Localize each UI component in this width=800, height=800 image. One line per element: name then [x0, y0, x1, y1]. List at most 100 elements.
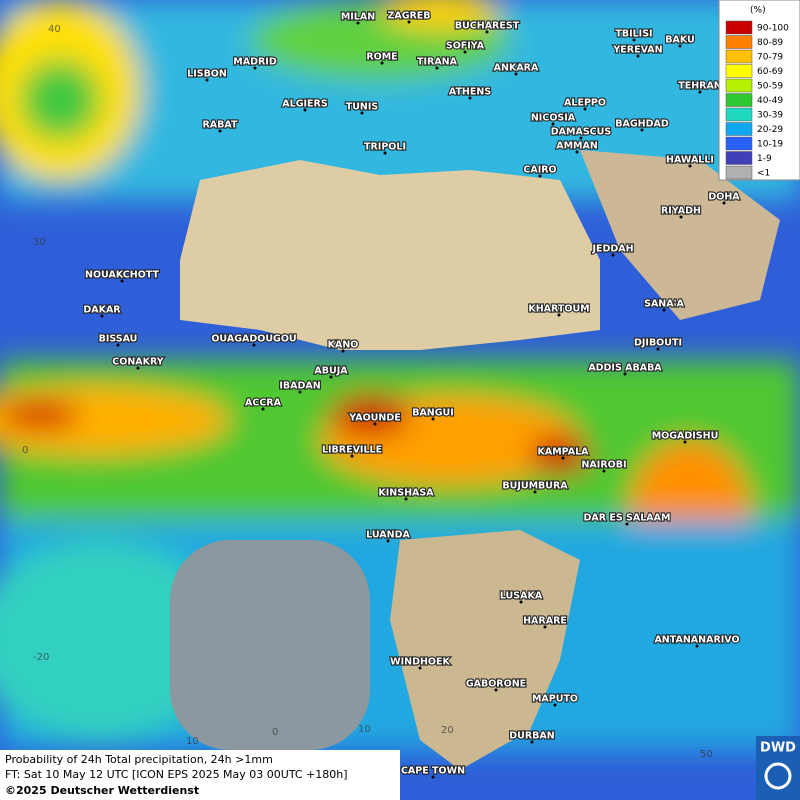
city-label: ABUJA — [314, 366, 348, 377]
city-dot — [698, 90, 702, 94]
city-label: LUANDA — [366, 530, 410, 541]
city-label: WINDHOEK — [390, 657, 450, 668]
city-label: ROME — [366, 52, 397, 63]
city-dot — [329, 375, 333, 379]
city-dot — [678, 44, 682, 48]
city-label: BAGHDAD — [615, 119, 669, 130]
legend-label: 50-59 — [757, 82, 783, 92]
city-dot — [303, 108, 307, 112]
city-label: ZAGREB — [387, 11, 430, 22]
city-dot — [695, 644, 699, 648]
legend-label: 60-69 — [757, 67, 783, 77]
city-label: ACCRA — [245, 398, 282, 409]
city-label: MAPUTO — [532, 694, 578, 705]
city-dot — [468, 96, 472, 100]
city-dot — [380, 61, 384, 65]
grid-label: 10 — [358, 724, 371, 735]
city-label: KINSHASA — [378, 488, 434, 499]
legend-swatch — [725, 64, 753, 78]
city-label: DJIBOUTI — [634, 338, 682, 349]
city-label: GABORONE — [466, 679, 526, 690]
city-label: CAIRO — [523, 165, 556, 176]
city-dot — [252, 343, 256, 347]
city-dot — [533, 490, 537, 494]
city-label: NICOSIA — [531, 113, 576, 124]
legend-label: 1-9 — [757, 154, 772, 164]
city-dot — [463, 50, 467, 54]
city-label: ANKARA — [494, 63, 539, 74]
city-label: BUJUMBURA — [502, 481, 568, 492]
city-dot — [418, 666, 422, 670]
legend-swatch — [725, 49, 753, 64]
city-label: DAKAR — [83, 305, 121, 316]
legend-swatch — [725, 78, 753, 93]
logo: DWD — [760, 741, 796, 756]
city-dot — [485, 30, 489, 34]
city-dot — [383, 151, 387, 155]
city-dot — [356, 21, 360, 25]
city-dot — [341, 349, 345, 353]
legend-label: 70-79 — [757, 53, 783, 63]
footer-line: ©2025 Deutscher Wetterdienst — [5, 784, 199, 797]
footer-box — [0, 750, 400, 800]
city-dot — [494, 688, 498, 692]
city-label: TEHRAN — [678, 81, 722, 92]
legend-swatch — [725, 136, 753, 151]
city-label: ATHENS — [449, 87, 491, 98]
city-dot — [575, 150, 579, 154]
city-dot — [136, 366, 140, 370]
city-dot — [722, 201, 726, 205]
city-label: TBILISI — [615, 29, 652, 40]
arabia — [580, 150, 780, 320]
city-label: ALEPPO — [564, 98, 606, 109]
city-label: BAKU — [665, 35, 695, 46]
legend-swatch — [725, 20, 753, 35]
grid-label: 40 — [48, 24, 61, 35]
city-label: MILAN — [341, 12, 375, 23]
city-dot — [514, 72, 518, 76]
footer-line: Probability of 24h Total precipitation, … — [5, 753, 273, 766]
legend-label: 80-89 — [757, 38, 783, 48]
city-label: LISBON — [187, 69, 227, 80]
legend-swatch — [725, 35, 753, 49]
city-label: YAOUNDE — [348, 413, 400, 424]
city-label: RABAT — [202, 120, 238, 131]
city-dot — [662, 308, 666, 312]
city-dot — [435, 66, 439, 70]
sahara — [180, 160, 600, 350]
city-dot — [404, 497, 408, 501]
city-dot — [679, 215, 683, 219]
city-label: BUCHAREST — [455, 21, 520, 32]
city-dot — [218, 129, 222, 133]
legend-label: 90-100 — [757, 24, 789, 34]
grid-label: 30 — [33, 237, 46, 248]
city-label: DAR ES SALAAM — [584, 513, 671, 524]
city-label: IBADAN — [279, 381, 320, 392]
city-label: MOGADISHU — [652, 431, 719, 442]
city-dot — [625, 522, 629, 526]
city-label: LUSAKA — [500, 591, 543, 602]
city-label: SOFIYA — [446, 41, 485, 52]
city-label: RIYADH — [661, 206, 701, 217]
city-label: JEDDAH — [591, 244, 633, 255]
footer-line: FT: Sat 10 May 12 UTC [ICON EPS 2025 May… — [5, 768, 348, 781]
city-label: ADDIS ABABA — [588, 363, 662, 374]
legend-label: 40-49 — [757, 96, 783, 106]
legend-label: 30-39 — [757, 111, 783, 121]
city-label: ALGIERS — [282, 99, 328, 110]
legend-label: 10-19 — [757, 140, 783, 150]
city-dot — [360, 111, 364, 115]
city-label: NOUAKCHOTT — [85, 270, 159, 281]
city-dot — [623, 372, 627, 376]
city-dot — [611, 253, 615, 257]
city-label: AMMAN — [556, 141, 598, 152]
city-dot — [632, 38, 636, 42]
city-label: MADRID — [233, 57, 277, 68]
legend-swatch — [725, 107, 753, 122]
city-dot — [431, 775, 435, 779]
city-dot — [205, 78, 209, 82]
city-label: TIRANA — [417, 57, 458, 68]
logo-swirl — [764, 762, 792, 790]
city-label: BANGUI — [412, 408, 454, 419]
